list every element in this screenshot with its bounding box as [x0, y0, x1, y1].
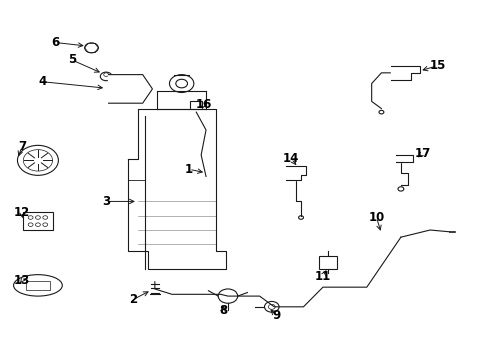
- Text: 13: 13: [14, 274, 30, 287]
- Text: 9: 9: [272, 309, 281, 322]
- Polygon shape: [391, 66, 420, 80]
- Text: 10: 10: [368, 211, 385, 224]
- Text: 3: 3: [102, 195, 110, 208]
- Text: 15: 15: [429, 59, 445, 72]
- Text: 11: 11: [315, 270, 331, 283]
- Bar: [172, 194, 196, 212]
- Text: 2: 2: [129, 293, 137, 306]
- Text: 5: 5: [68, 54, 76, 67]
- Polygon shape: [396, 155, 413, 162]
- Text: 14: 14: [283, 152, 299, 165]
- Text: 17: 17: [415, 147, 431, 160]
- Text: 6: 6: [51, 36, 59, 49]
- Bar: [319, 256, 337, 269]
- Bar: [26, 281, 50, 290]
- Bar: [191, 102, 202, 112]
- Bar: [24, 212, 52, 230]
- Polygon shape: [287, 166, 306, 180]
- Text: 7: 7: [18, 140, 26, 153]
- Text: 4: 4: [39, 75, 47, 88]
- Text: 1: 1: [185, 163, 193, 176]
- Text: 16: 16: [196, 99, 212, 112]
- Text: 8: 8: [219, 304, 227, 317]
- Polygon shape: [109, 75, 152, 103]
- Polygon shape: [128, 109, 225, 269]
- Text: 12: 12: [14, 206, 30, 219]
